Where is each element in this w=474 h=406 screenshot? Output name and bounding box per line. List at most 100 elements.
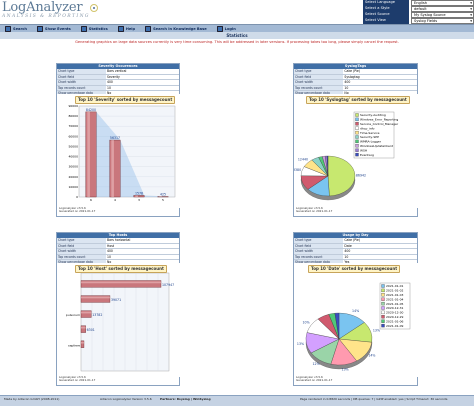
data-label: 13782 <box>92 313 102 317</box>
footer-stats: Page rendered in 0.8820 seconds | DB que… <box>300 397 447 401</box>
app-header: LogAnalyzer ANALYSIS & REPORTING Select … <box>0 0 474 24</box>
notice-message: Generating graphics on large data source… <box>75 40 399 44</box>
y-tick-label: 60000 <box>68 134 78 138</box>
info-key: Chart type <box>294 238 343 243</box>
legend-label: 2021-01-04 <box>386 297 404 301</box>
legend-swatch <box>382 307 385 310</box>
legend-swatch <box>356 140 359 143</box>
chart-footer: LogAnalyzer v3.5.6 Generated on 2021-01-… <box>296 376 332 382</box>
y-tick-label: 0 <box>76 195 78 199</box>
legend-label: Service_Control_Manager <box>360 122 399 126</box>
bar <box>81 281 161 288</box>
legend-swatch <box>356 114 359 117</box>
info-key: Chart width <box>57 249 106 254</box>
data-label: 13% <box>297 342 304 346</box>
chart-title: Top 10 'Syslogtag' sorted by messagecoun… <box>306 96 410 104</box>
legend-label: 2021-01-09 <box>386 324 404 328</box>
language-label: Select Language <box>363 0 409 6</box>
legend-swatch <box>356 149 359 152</box>
info-value: 400 <box>343 249 417 254</box>
chart-footer: LogAnalyzer v3.5.6 Generated on 2021-01-… <box>296 207 332 213</box>
info-value: 400 <box>343 80 417 85</box>
legend-swatch <box>382 302 385 305</box>
y-tick-label: 20000 <box>68 175 78 179</box>
data-label: 39071 <box>111 298 121 302</box>
style-select[interactable]: default <box>411 6 474 12</box>
date-pie-chart: 14%13%14%13%12%13%10%2021-01-012021-01-0… <box>294 263 418 377</box>
y-tick-label: 40000 <box>68 155 78 159</box>
y-tick-label: 10000 <box>68 185 78 189</box>
data-label: 13% <box>342 368 349 372</box>
data-label: 13% <box>373 328 380 332</box>
legend-swatch <box>356 127 359 130</box>
chart-generated: Generated on 2021-01-17 <box>59 210 95 213</box>
legend-swatch <box>382 315 385 318</box>
source-label: Select Source <box>363 12 409 18</box>
info-key: Chart type <box>57 69 106 74</box>
info-value: Cake (Pie) <box>343 69 417 74</box>
data-label: 425 <box>160 193 166 197</box>
partners-links[interactable]: Rsyslog | WinSyslog <box>177 397 211 401</box>
legend-swatch <box>382 285 385 288</box>
bar-highlight <box>81 297 110 299</box>
language-select[interactable]: English <box>411 0 474 6</box>
page-title: Statistics <box>0 32 474 39</box>
footer-product: Adiscon LogAnalyzer Version 3.5.6 <box>100 397 152 401</box>
legend-label: WindowsUpdateClient <box>360 144 394 148</box>
source-select[interactable]: My Syslog Source <box>411 12 474 18</box>
legend-swatch <box>356 122 359 125</box>
legend-label: 2020-12-30 <box>386 311 404 315</box>
y-tick-label: 30000 <box>68 165 78 169</box>
chart-title: Top 10 'Host' sorted by messagecount <box>75 265 167 273</box>
legend-label: WSH <box>360 148 367 152</box>
info-key: Chart type <box>57 238 106 243</box>
y-tick-label: 70000 <box>68 124 78 128</box>
legend-label: WMRA-Logger <box>360 140 382 144</box>
info-value: 10 <box>343 86 417 91</box>
chart-generated: Generated on 2021-01-17 <box>296 379 332 382</box>
legend-label: 2020-12-29 <box>386 315 404 319</box>
chart-title: Top 10 'Date' sorted by messagecount <box>308 265 400 273</box>
logo-title: LogAnalyzer <box>2 1 90 14</box>
info-value: Host <box>106 244 179 249</box>
legend-label: Security-Auditing <box>360 113 386 117</box>
legend-swatch <box>356 118 359 121</box>
data-label: 12% <box>313 362 320 366</box>
info-value: 400 <box>106 80 179 85</box>
data-label: 84200 <box>86 108 96 112</box>
logo-subtitle: ANALYSIS & REPORTING <box>2 14 90 19</box>
notice-text: Generating graphics on large data source… <box>0 40 474 45</box>
x-tick-label: 4 <box>114 198 116 202</box>
legend-swatch <box>382 311 385 314</box>
bar-highlight <box>81 327 86 329</box>
data-label: 1578 <box>135 191 143 195</box>
data-label: 14% <box>352 309 359 313</box>
source-option: Select Source My Syslog Source <box>363 12 474 18</box>
info-value: 10 <box>106 86 179 91</box>
legend-swatch <box>356 131 359 134</box>
data-label: 6301 <box>87 328 95 332</box>
x-tick-label: 3 <box>138 198 140 202</box>
view-select[interactable]: Syslog Fields <box>411 18 474 24</box>
info-value: 400 <box>106 249 179 254</box>
data-label: 12440 <box>298 158 308 162</box>
legend-swatch <box>382 293 385 296</box>
data-label: 86942 <box>356 173 366 177</box>
footer-partners: Partners: Rsyslog | WinSyslog <box>160 397 211 401</box>
chart-generated: Generated on 2021-01-17 <box>59 379 95 382</box>
x-tick-label: 6 <box>90 198 92 202</box>
legend-label: dhcp_info <box>360 126 375 130</box>
logo-ring-icon <box>90 4 98 12</box>
style-option: Select a Style default <box>363 6 474 12</box>
info-key: Top records count <box>294 255 343 260</box>
info-key: Top records count <box>57 86 106 91</box>
bar-highlight <box>81 342 84 344</box>
legend-swatch <box>382 324 385 327</box>
view-label: Select View <box>363 18 409 24</box>
